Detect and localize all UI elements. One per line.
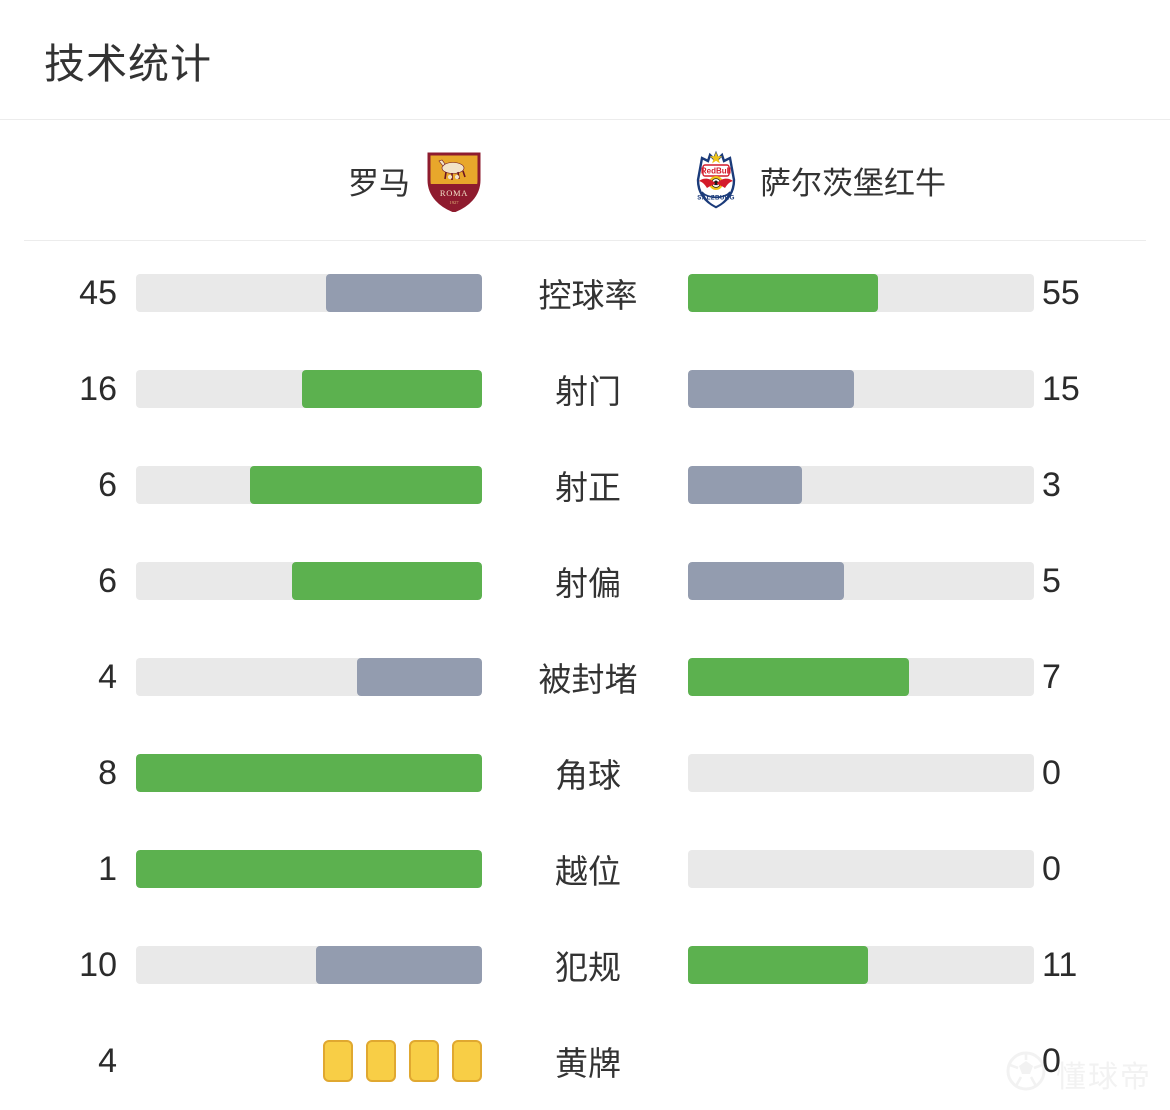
page-title: 技术统计	[44, 40, 212, 87]
stat-row: 4 被封堵 7	[0, 629, 1170, 725]
home-bar-track	[136, 850, 482, 888]
home-value: 4	[98, 1042, 117, 1080]
home-bar-fill	[250, 466, 482, 504]
away-value: 3	[1042, 466, 1061, 504]
home-value: 4	[98, 658, 117, 696]
red-bull-salzburg-crest-icon: RedBull SALZBURG	[688, 150, 744, 212]
stat-label: 越位	[555, 853, 621, 890]
stat-row: 10 犯规 11	[0, 917, 1170, 1013]
yellow-card-icon	[366, 1040, 396, 1082]
home-value: 8	[98, 754, 117, 792]
yellow-card-icon	[452, 1040, 482, 1082]
away-bar-fill	[688, 274, 879, 312]
home-value: 1	[98, 850, 117, 888]
home-bar-fill	[302, 370, 482, 408]
stat-label: 犯规	[555, 949, 621, 986]
away-bar-fill	[688, 562, 844, 600]
stat-label: 黄牌	[555, 1045, 621, 1082]
away-bar-track	[688, 658, 1034, 696]
away-value: 55	[1042, 274, 1080, 312]
stat-row: 1 越位 0	[0, 821, 1170, 917]
stat-label: 射门	[555, 373, 621, 410]
away-value: 15	[1042, 370, 1080, 408]
home-bar-track	[136, 658, 482, 696]
stat-row: 4 黄牌 0	[0, 1013, 1170, 1109]
away-bar-track	[688, 466, 1034, 504]
home-bar-track	[136, 466, 482, 504]
away-bar-track	[688, 274, 1034, 312]
away-team-block[interactable]: RedBull SALZBURG 萨尔茨堡红牛	[688, 150, 946, 212]
stat-row: 8 角球 0	[0, 725, 1170, 821]
away-bar-track	[688, 562, 1034, 600]
stat-row: 16 射门 15	[0, 341, 1170, 437]
stat-row: 6 射正 3	[0, 437, 1170, 533]
home-value: 45	[79, 274, 117, 312]
away-bar-track	[688, 754, 1034, 792]
page-header: 技术统计	[0, 0, 1170, 120]
away-value: 0	[1042, 754, 1061, 792]
home-bar-track	[136, 946, 482, 984]
yellow-card-icon	[409, 1040, 439, 1082]
home-team-block[interactable]: 罗马	[0, 150, 482, 213]
home-bar-track	[136, 274, 482, 312]
home-value: 10	[79, 946, 117, 984]
away-bar-fill	[688, 658, 910, 696]
as-roma-crest-icon: ROMA 1927	[426, 150, 482, 213]
away-team-name: 萨尔茨堡红牛	[760, 166, 946, 201]
home-yellow-cards	[136, 1040, 482, 1082]
home-value: 16	[79, 370, 117, 408]
yellow-card-icon	[323, 1040, 353, 1082]
away-bar-track	[688, 946, 1034, 984]
away-bar-fill	[688, 946, 868, 984]
away-value: 7	[1042, 658, 1061, 696]
home-bar-fill	[136, 850, 482, 888]
team-header-row: 罗马	[0, 120, 1170, 241]
away-bar-track	[688, 850, 1034, 888]
stats-list: 45 控球率 55 16 射门 15 6 射正 3 6 射偏 5 4 被封堵 7 8 角球 0 1 越位 0 10 犯规 11…	[0, 241, 1170, 1109]
svg-text:1927: 1927	[449, 200, 459, 205]
stat-label: 射偏	[555, 565, 621, 602]
stat-row: 45 控球率 55	[0, 245, 1170, 341]
home-bar-track	[136, 562, 482, 600]
away-value: 0	[1042, 850, 1061, 888]
stat-label: 射正	[555, 469, 621, 506]
away-bar-fill	[688, 466, 803, 504]
stat-row: 6 射偏 5	[0, 533, 1170, 629]
away-value: 0	[1042, 1042, 1061, 1080]
home-bar-track	[136, 754, 482, 792]
home-bar-fill	[291, 562, 482, 600]
stat-label: 控球率	[538, 277, 638, 314]
home-value: 6	[98, 562, 117, 600]
away-value: 5	[1042, 562, 1061, 600]
home-bar-fill	[315, 946, 482, 984]
home-value: 6	[98, 466, 117, 504]
away-value: 11	[1042, 946, 1078, 984]
home-team-name: 罗马	[348, 166, 410, 201]
svg-text:RedBull: RedBull	[701, 166, 731, 175]
home-bar-track	[136, 370, 482, 408]
stat-label: 角球	[555, 757, 621, 794]
away-yellow-cards	[688, 1040, 1034, 1082]
home-bar-fill	[136, 754, 482, 792]
away-bar-track	[688, 370, 1034, 408]
stat-label: 被封堵	[538, 661, 638, 698]
svg-text:SALZBURG: SALZBURG	[697, 194, 735, 201]
away-bar-fill	[688, 370, 855, 408]
svg-text:ROMA: ROMA	[440, 188, 468, 198]
home-bar-fill	[326, 274, 482, 312]
home-bar-fill	[357, 658, 482, 696]
